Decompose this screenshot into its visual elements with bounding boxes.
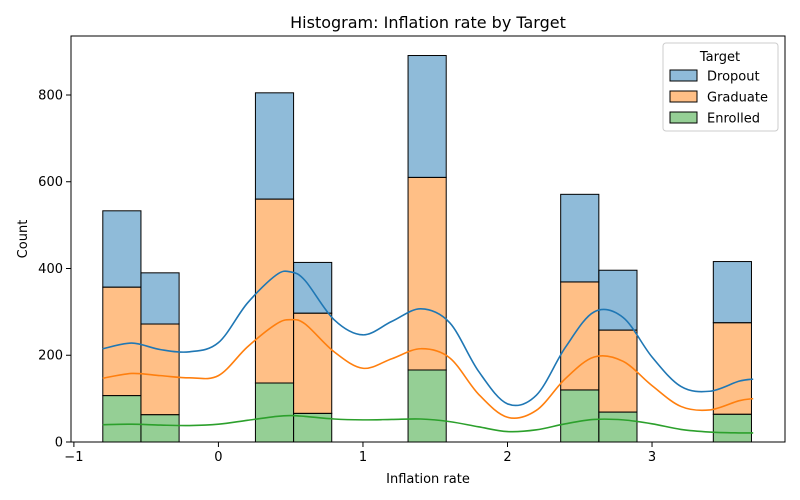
bar-graduate-bin-3	[254, 198, 295, 384]
plot-area	[102, 55, 752, 443]
y-tick-label: 600	[38, 175, 63, 190]
bar-enrolled-bin-2	[140, 414, 180, 443]
legend-entries: Dropout Graduate Enrolled	[669, 69, 768, 127]
bar-enrolled-bin-1	[102, 395, 142, 443]
bar-dropout-bin-6	[560, 193, 600, 283]
legend-swatch-dropout	[669, 69, 698, 82]
y-tick-label: 800	[38, 88, 63, 103]
bar-dropout-bin-4	[293, 261, 333, 314]
y-tick-label: 200	[38, 349, 63, 364]
legend-title: Target	[699, 50, 740, 65]
y-tick-label: 400	[38, 262, 63, 277]
legend-label-dropout: Dropout	[707, 70, 760, 85]
y-axis-ticks: 0 200 400 600 800	[38, 88, 71, 451]
kde-line-dropout	[102, 270, 754, 407]
bar-graduate-bin-6	[560, 281, 600, 391]
x-tick-label: 1	[359, 450, 367, 465]
kde-line-graduate	[102, 318, 754, 420]
bar-enrolled-bin-5	[407, 369, 447, 443]
y-tick-label: 0	[55, 436, 63, 451]
bar-dropout-bin-5	[407, 55, 447, 178]
x-tick-label: 2	[503, 450, 511, 465]
legend: Target Dropout Graduate Enrolled	[662, 42, 779, 132]
bar-dropout-bin-2	[140, 272, 180, 325]
bar-graduate-bin-1	[102, 286, 142, 397]
bar-dropout-bin-8	[712, 261, 752, 324]
bar-enrolled-bin-8	[712, 413, 752, 443]
bar-graduate-bin-5	[407, 176, 447, 371]
x-tick-label: −1	[64, 450, 83, 465]
bar-graduate-bin-2	[140, 323, 180, 416]
legend-label-enrolled: Enrolled	[707, 112, 760, 127]
bar-dropout-bin-1	[102, 210, 142, 288]
legend-swatch-graduate	[669, 90, 698, 103]
bar-enrolled-bin-6	[560, 389, 600, 443]
kde-curves	[102, 270, 754, 434]
bar-enrolled-bin-3	[254, 382, 295, 443]
axes-frame	[70, 35, 786, 443]
x-tick-label: 0	[214, 450, 222, 465]
bar-enrolled-bin-7	[598, 411, 638, 443]
x-axis-label: Inflation rate	[386, 472, 470, 487]
bar-graduate-bin-7	[598, 329, 638, 413]
bar-graduate-bin-8	[712, 322, 752, 415]
legend-label-graduate: Graduate	[707, 91, 768, 106]
bar-dropout-bin-3	[254, 92, 295, 200]
legend-box	[662, 42, 779, 132]
bar-dropout-bin-7	[598, 269, 638, 331]
chart-title: Histogram: Inflation rate by Target	[290, 13, 566, 32]
x-tick-label: 3	[648, 450, 656, 465]
legend-swatch-enrolled	[669, 111, 698, 124]
kde-line-enrolled	[102, 414, 754, 434]
bar-graduate-bin-4	[293, 312, 333, 414]
x-axis-ticks: −1 0 1 2 3	[64, 442, 656, 465]
y-axis-label: Count	[16, 220, 31, 259]
